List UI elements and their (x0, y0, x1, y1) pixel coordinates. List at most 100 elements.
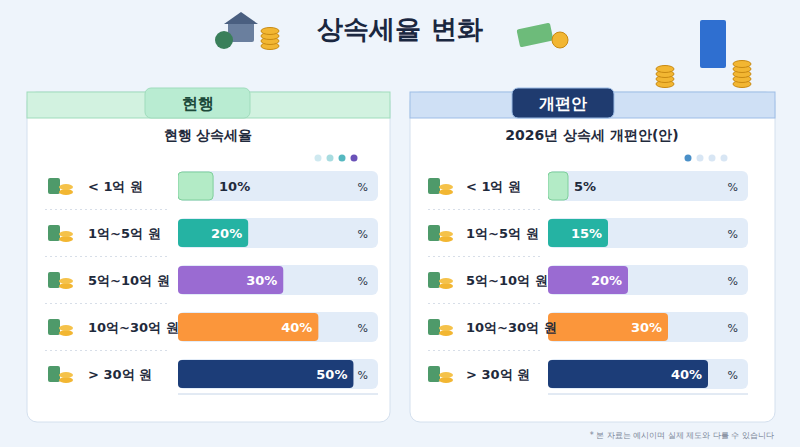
icon-part (59, 278, 73, 284)
icon-part (59, 372, 73, 378)
category-icon (48, 225, 73, 242)
icon-part (428, 178, 440, 194)
icon-part (48, 319, 60, 335)
page: 상속세율 변화현행현행 상속세율< 1억 원10%%1억~5억 원20%%5억~… (0, 0, 800, 447)
axis-line (178, 394, 378, 395)
panel-title: 현행 (182, 94, 214, 113)
decor-dot (685, 155, 692, 162)
category-label: 5억~10억 원 (88, 273, 170, 288)
tick-label: % (358, 228, 368, 241)
category-icon (428, 272, 453, 289)
tracks (45, 171, 378, 389)
data-label: 30% (246, 273, 277, 288)
icon-part (48, 366, 60, 382)
bar-track (548, 312, 748, 342)
tick-label: % (728, 228, 738, 241)
bar (178, 172, 213, 200)
bar (178, 360, 353, 388)
data-label: 40% (281, 320, 312, 335)
tick-label: % (358, 322, 368, 335)
decor-dot (721, 155, 728, 162)
category-icon (428, 366, 453, 383)
category-icon (48, 272, 73, 289)
coin-icon (261, 28, 279, 35)
decor-dot (351, 155, 358, 162)
data-label: 10% (219, 179, 250, 194)
bar-track (548, 218, 748, 248)
category-label: 1억~5억 원 (88, 226, 161, 241)
panel: 개편안2026년 상속세 개편안(안)< 1억 원5%%1억~5억 원15%%5… (410, 88, 775, 422)
icon-part (439, 231, 453, 237)
icon-part (439, 184, 453, 190)
icon-part (428, 366, 440, 382)
tick-label: % (728, 275, 738, 288)
building-icon (700, 20, 726, 68)
panel-subtitle: 현행 상속세율 (164, 127, 253, 143)
bar (178, 266, 283, 294)
bar-track (548, 171, 748, 201)
icon-part (428, 225, 440, 241)
category-label: < 1억 원 (88, 179, 143, 194)
tick-label: % (358, 181, 368, 194)
tick-label: % (358, 369, 368, 382)
data-label: 40% (671, 367, 702, 382)
title: 상속세율 변화 (317, 14, 482, 44)
bar (178, 219, 248, 247)
tick-label: % (728, 181, 738, 194)
row-separator (45, 256, 170, 257)
icon-part (48, 178, 60, 194)
category-label: 5억~10억 원 (466, 273, 548, 288)
icon-part (439, 278, 453, 284)
category-icon (428, 319, 453, 336)
panel-subtitle: 2026년 상속세 개편안(안) (505, 127, 679, 143)
row-separator (45, 303, 170, 304)
icon-part (59, 184, 73, 190)
panel: 현행현행 상속세율< 1억 원10%%1억~5억 원20%%5억~10억 원30… (27, 88, 390, 422)
category-label: < 1억 원 (466, 179, 521, 194)
axis-line (548, 394, 748, 395)
category-icon (428, 225, 453, 242)
row-separator (428, 209, 540, 210)
decor-dot (697, 155, 704, 162)
panel-body (410, 92, 775, 422)
icon-part (428, 319, 440, 335)
labels: < 1억 원5%%1억~5억 원15%%5억~10억 원20%%10억~30억 … (466, 179, 738, 382)
data-label: 50% (316, 367, 347, 382)
category-icon (48, 178, 73, 195)
panel-body (27, 92, 390, 422)
decor-dot (327, 155, 334, 162)
coin-icon (733, 61, 751, 68)
tick-label: % (728, 369, 738, 382)
row-separator (45, 209, 170, 210)
coin-icon (552, 32, 568, 48)
category-icon (48, 366, 73, 383)
labels: < 1억 원10%%1억~5억 원20%%5억~10억 원30%%10억~30억… (88, 179, 368, 382)
row-separator (428, 303, 540, 304)
bar-track (548, 359, 748, 389)
category-label: 10억~30억 원 (88, 320, 179, 335)
bar (548, 266, 628, 294)
bar-track (178, 312, 378, 342)
row-separator (45, 350, 170, 351)
bar (548, 219, 608, 247)
decoration (215, 12, 751, 88)
panel-title: 개편안 (539, 94, 587, 113)
tick-label: % (728, 322, 738, 335)
decor-dot (709, 155, 716, 162)
icon-part (59, 231, 73, 237)
cash-icon (517, 23, 554, 48)
panel-tab (145, 88, 250, 118)
data-label: 5% (574, 179, 596, 194)
category-label: 10억~30억 원 (466, 320, 557, 335)
background (0, 0, 800, 447)
row-separator (428, 256, 540, 257)
money-bag-icon (215, 31, 233, 49)
footnote: * 본 자료는 예시이며 실제 제도와 다를 수 있습니다 (590, 431, 774, 440)
category-icon (48, 319, 73, 336)
category-label: > 30억 원 (88, 367, 152, 382)
coin-icon (656, 66, 674, 73)
panel-tab (512, 88, 614, 118)
bar (548, 313, 668, 341)
bar (548, 360, 708, 388)
tracks (428, 171, 748, 389)
